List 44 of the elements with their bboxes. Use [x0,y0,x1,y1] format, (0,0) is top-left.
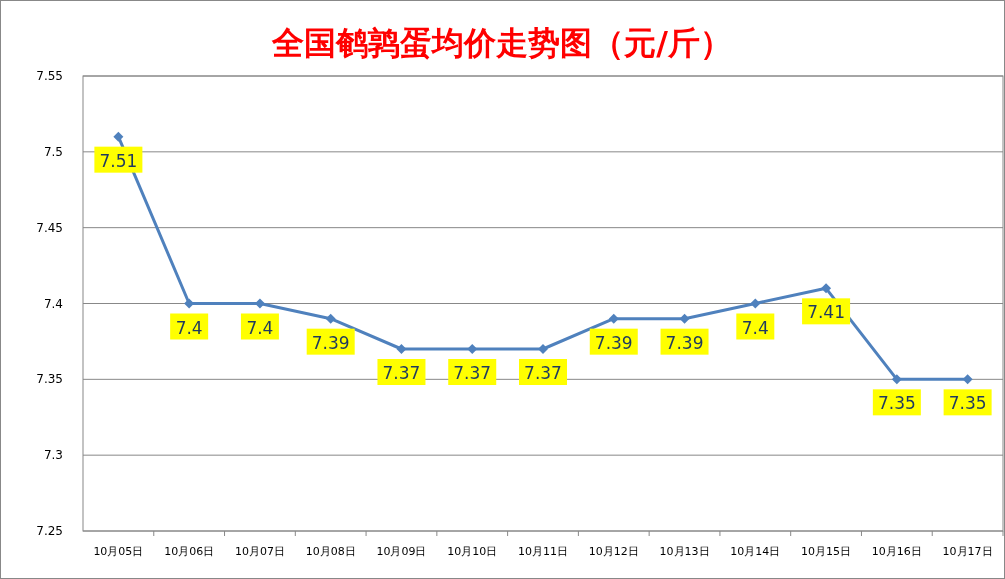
x-tick-label: 10月05日 [93,545,144,558]
x-tick-label: 10月16日 [871,545,922,558]
point [396,344,407,354]
y-tick-label: 7.5 [43,144,63,159]
y-tick-label: 7.4 [43,296,63,311]
y-tick-label: 7.45 [36,220,63,235]
data-label: 7.35 [877,393,916,414]
x-tick-label: 10月11日 [518,545,568,558]
data-label: 7.4 [246,317,274,338]
point [113,131,124,142]
point [962,374,973,385]
data-label: 7.41 [807,302,846,323]
x-tick-label: 10月15日 [801,545,852,558]
x-tick-label: 10月07日 [234,545,285,558]
point [608,313,619,324]
point [538,344,548,354]
data-label: 7.35 [948,393,987,414]
point [891,374,902,385]
chart-title: 全国鹌鹑蛋均价走势图（元/斤） [271,24,732,62]
point [679,313,690,324]
data-label: 7.51 [99,150,138,171]
data-label: 7.39 [594,332,633,353]
data-label: 7.39 [311,332,350,353]
data-label: 7.4 [175,317,203,338]
data-label: 7.37 [382,363,421,383]
y-tick-label: 7.35 [36,372,63,387]
x-tick-label: 10月06日 [164,545,215,558]
x-tick-label: 10月08日 [305,545,356,558]
x-tick-label: 10月17日 [942,545,993,558]
point [750,298,761,309]
data-label: 7.4 [741,317,769,338]
x-tick-label: 10月12日 [588,545,639,558]
y-tick-label: 7.3 [43,448,63,463]
y-tick-label: 7.55 [36,69,63,83]
x-tick-label: 10月09日 [376,545,427,558]
data-label: 7.37 [524,363,562,383]
point [821,283,832,294]
x-tick-label: 10月14日 [730,545,781,558]
data-label: 7.37 [453,363,492,383]
point [325,313,336,324]
y-tick-label: 7.25 [36,524,63,538]
data-label: 7.39 [665,332,704,353]
x-tick-label: 10月10日 [447,545,498,558]
x-tick-label: 10月13日 [659,545,710,558]
